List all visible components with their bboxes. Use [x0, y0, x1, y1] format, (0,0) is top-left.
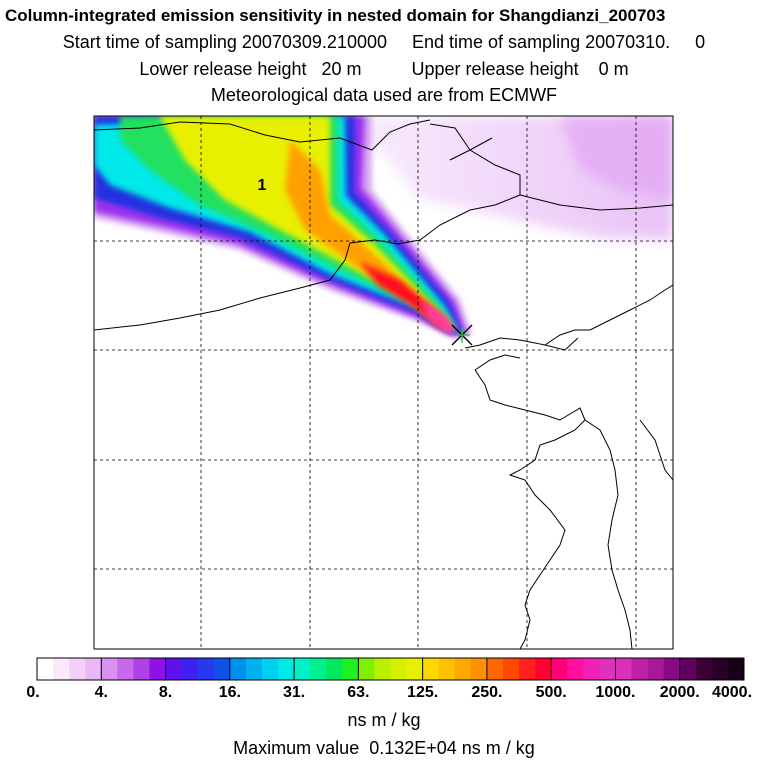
x-marker-icon [451, 324, 473, 346]
met-data-line: Meteorological data used are from ECMWF [210, 85, 558, 105]
color-scale-swatch [519, 658, 536, 680]
color-scale-bar [36, 657, 745, 681]
maximum-value-line: Maximum value 0.132E+04 ns m / kg [233, 738, 535, 758]
color-scale-swatch [631, 658, 648, 680]
color-scale-swatch [422, 658, 440, 680]
color-scale-swatch [406, 658, 423, 680]
color-scale-swatch [261, 658, 279, 680]
color-scale-swatch [390, 658, 407, 680]
region-label: 1 [258, 177, 267, 194]
color-scale-tick-label: 500. [535, 684, 567, 701]
color-scale-swatch [551, 658, 568, 680]
color-scale-swatch [165, 658, 182, 680]
color-scale-tick-label: 125. [407, 684, 439, 701]
color-scale-swatch [358, 658, 375, 680]
color-scale-swatch [599, 658, 616, 680]
color-scale-swatch [37, 658, 54, 680]
color-scale-swatch [326, 658, 343, 680]
color-scale-swatch [727, 658, 745, 680]
color-scale-swatch [535, 658, 552, 680]
color-scale-swatch [85, 658, 102, 680]
color-scale-frame [36, 657, 745, 681]
color-scale-swatch [181, 658, 198, 680]
map-frame [93, 115, 674, 650]
color-scale-swatch [213, 658, 231, 680]
color-scale-swatch [53, 658, 70, 680]
lat-lon-grid [94, 116, 673, 649]
color-scale-swatch [647, 658, 664, 680]
color-scale-swatch [711, 658, 729, 680]
color-scale-tick-label: 16. [218, 684, 241, 701]
color-scale-tick-label: 63. [347, 684, 370, 701]
color-scale-swatch [486, 658, 504, 680]
color-scale-swatch [149, 658, 166, 680]
color-scale-swatch [374, 658, 391, 680]
color-scale-swatch [679, 658, 697, 680]
sampling-time-line: Start time of sampling 20070309.210000 E… [62, 32, 706, 52]
color-scale-swatch [502, 658, 520, 680]
color-scale-tick-label: 0. [26, 684, 40, 701]
plume-orange-layer [285, 140, 450, 325]
color-scale-swatch [583, 658, 600, 680]
color-scale-tick-label: 250. [471, 684, 503, 701]
color-scale-swatch [278, 658, 295, 680]
color-scale-swatch [197, 658, 215, 680]
color-scale-swatch [294, 658, 311, 680]
map-title: Column-integrated emission sensitivity i… [5, 6, 666, 25]
color-scale-swatch [117, 658, 134, 680]
color-scale-swatch [133, 658, 150, 680]
color-scale-swatch [695, 658, 713, 680]
color-scale-swatch [663, 658, 681, 680]
color-scale-tick-label: 31. [282, 684, 306, 701]
color-scale-tick-label: 8. [158, 684, 173, 701]
color-scale-swatch [310, 658, 327, 680]
color-scale-swatch [101, 658, 118, 680]
purple-band [560, 116, 673, 200]
color-scale-swatch [615, 658, 632, 680]
color-scale-swatch [454, 658, 472, 680]
color-scale-swatch [245, 658, 263, 680]
color-scale-tick-label: 4. [94, 684, 108, 701]
color-scale-swatch [567, 658, 584, 680]
color-scale-tick-label: 1000. [595, 684, 636, 701]
color-scale-swatch [438, 658, 456, 680]
color-scale-tick-label: 4000. [711, 684, 753, 701]
release-height-line: Lower release height 20 m Upper release … [139, 59, 629, 79]
plume-peak-layer [420, 300, 458, 334]
color-scale-tick-label: 2000. [659, 684, 700, 701]
color-scale-unit: ns m / kg [347, 710, 421, 730]
coastlines [94, 119, 673, 649]
plume-field [94, 116, 673, 338]
color-scale-swatch [342, 658, 359, 680]
color-scale-swatch [229, 658, 247, 680]
color-scale-swatch [69, 658, 86, 680]
color-scale-swatch [470, 658, 488, 680]
